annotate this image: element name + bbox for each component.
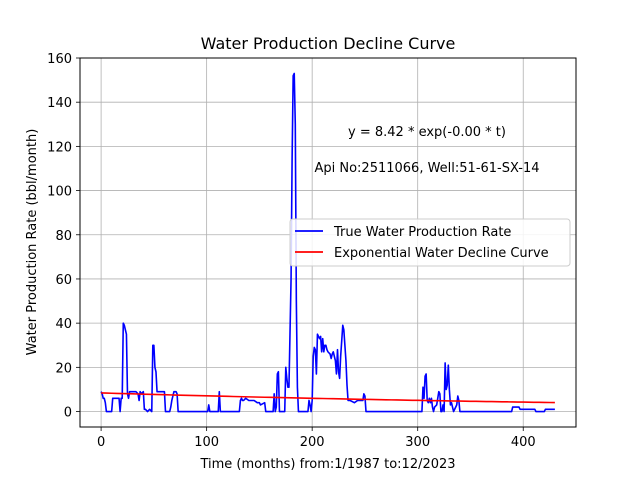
well-annotation: Api No:2511066, Well:51-61-SX-14 xyxy=(314,161,539,176)
series-layer xyxy=(100,72,555,413)
y-tick-label: 140 xyxy=(47,96,72,111)
chart-title: Water Production Decline Curve xyxy=(201,34,456,53)
y-tick-label: 40 xyxy=(55,317,72,332)
x-tick-label: 400 xyxy=(511,435,536,450)
x-tick-label: 200 xyxy=(300,435,325,450)
x-axis-label: Time (months) from:1/1987 to:12/2023 xyxy=(199,457,455,472)
legend-label-exponential: Exponential Water Decline Curve xyxy=(334,246,549,261)
x-tick-label: 300 xyxy=(405,435,430,450)
ticks: 0 100 200 300 400 0 20 40 60 80 100 120 140 160 xyxy=(47,52,535,450)
legend-label-true: True Water Production Rate xyxy=(333,225,511,240)
y-tick-label: 0 xyxy=(64,406,72,421)
y-tick-label: 120 xyxy=(47,140,72,155)
y-tick-label: 100 xyxy=(47,185,72,200)
y-axis-label: Water Production Rate (bbl/month) xyxy=(25,129,40,356)
x-tick-label: 0 xyxy=(97,435,105,450)
series-line-exponential-water-decline-curve xyxy=(101,392,555,404)
equation-annotation: y = 8.42 * exp(-0.00 * t) xyxy=(348,125,506,140)
y-tick-label: 160 xyxy=(47,52,72,67)
y-tick-label: 20 xyxy=(55,361,72,376)
legend: True Water Production Rate Exponential W… xyxy=(289,218,571,267)
plot-frame xyxy=(79,57,577,428)
series-line-true-water-production-rate xyxy=(100,72,555,413)
x-tick-label: 100 xyxy=(194,435,219,450)
legend-box xyxy=(289,218,571,267)
y-tick-label: 80 xyxy=(55,229,72,244)
y-tick-label: 60 xyxy=(55,273,72,288)
